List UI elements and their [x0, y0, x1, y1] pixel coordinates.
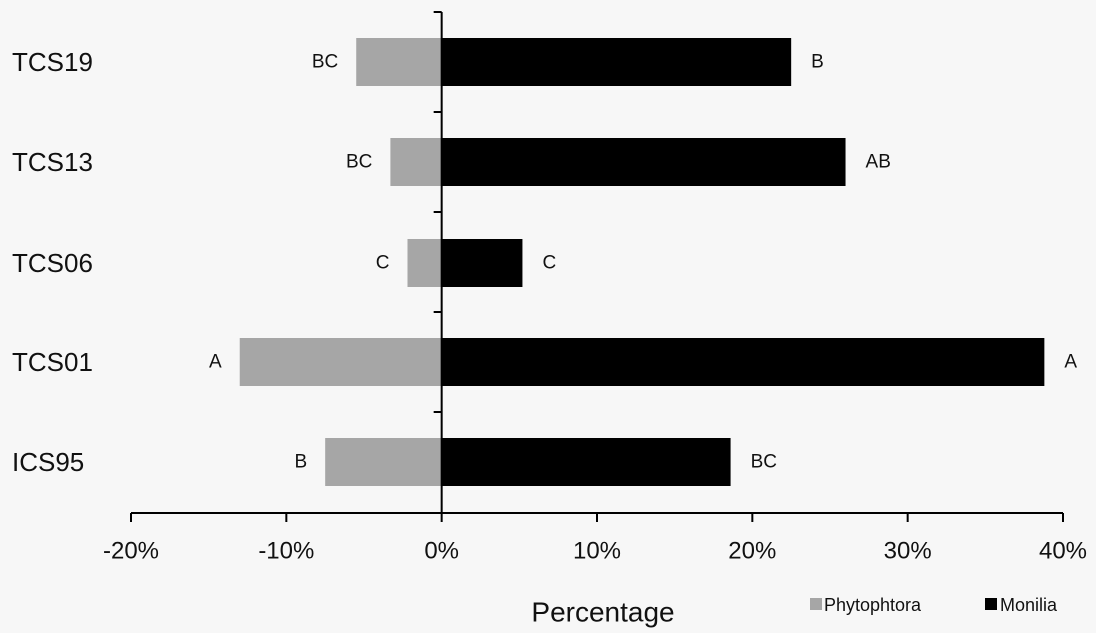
- x-tick-label: 10%: [573, 538, 621, 565]
- data-label: C: [542, 253, 556, 274]
- data-label: A: [209, 352, 222, 373]
- category-label: ICS95: [12, 447, 84, 477]
- data-label: AB: [866, 152, 891, 173]
- bar-phytophtora-tcs06: [407, 239, 442, 287]
- category-label: TCS06: [12, 248, 93, 278]
- bar-phytophtora-tcs01: [239, 338, 442, 386]
- data-label: A: [1064, 352, 1077, 373]
- x-axis-title: Percentage: [531, 597, 674, 628]
- category-label: TCS19: [12, 47, 93, 77]
- legend-swatch-monilia: [985, 598, 997, 610]
- bar-phytophtora-tcs13: [390, 138, 442, 186]
- data-label: B: [294, 452, 307, 473]
- legend-label-monilia: Monilia: [1000, 595, 1058, 615]
- x-tick-label: 40%: [1039, 538, 1087, 565]
- legend-swatch-phytophtora: [810, 598, 822, 610]
- bar-monilia-ics95: [441, 438, 731, 486]
- legend-label-phytophtora: Phytophtora: [824, 595, 922, 615]
- bar-monilia-tcs01: [441, 338, 1045, 386]
- x-tick-label: 20%: [728, 538, 776, 565]
- x-tick-label: -10%: [258, 538, 314, 565]
- bar-phytophtora-tcs19: [356, 38, 442, 86]
- bar-monilia-tcs19: [441, 38, 792, 86]
- data-label: BC: [751, 452, 777, 473]
- data-label: BC: [312, 52, 338, 73]
- x-tick-label: 30%: [884, 538, 932, 565]
- bar-phytophtora-ics95: [325, 438, 442, 486]
- bar-monilia-tcs06: [441, 239, 523, 287]
- data-label: C: [376, 253, 390, 274]
- x-tick-label: -20%: [103, 538, 159, 565]
- category-label: TCS01: [12, 347, 93, 377]
- category-label: TCS13: [12, 147, 93, 177]
- data-label: B: [811, 52, 824, 73]
- x-tick-label: 0%: [424, 538, 459, 565]
- data-label: BC: [346, 152, 372, 173]
- bar-monilia-tcs13: [441, 138, 846, 186]
